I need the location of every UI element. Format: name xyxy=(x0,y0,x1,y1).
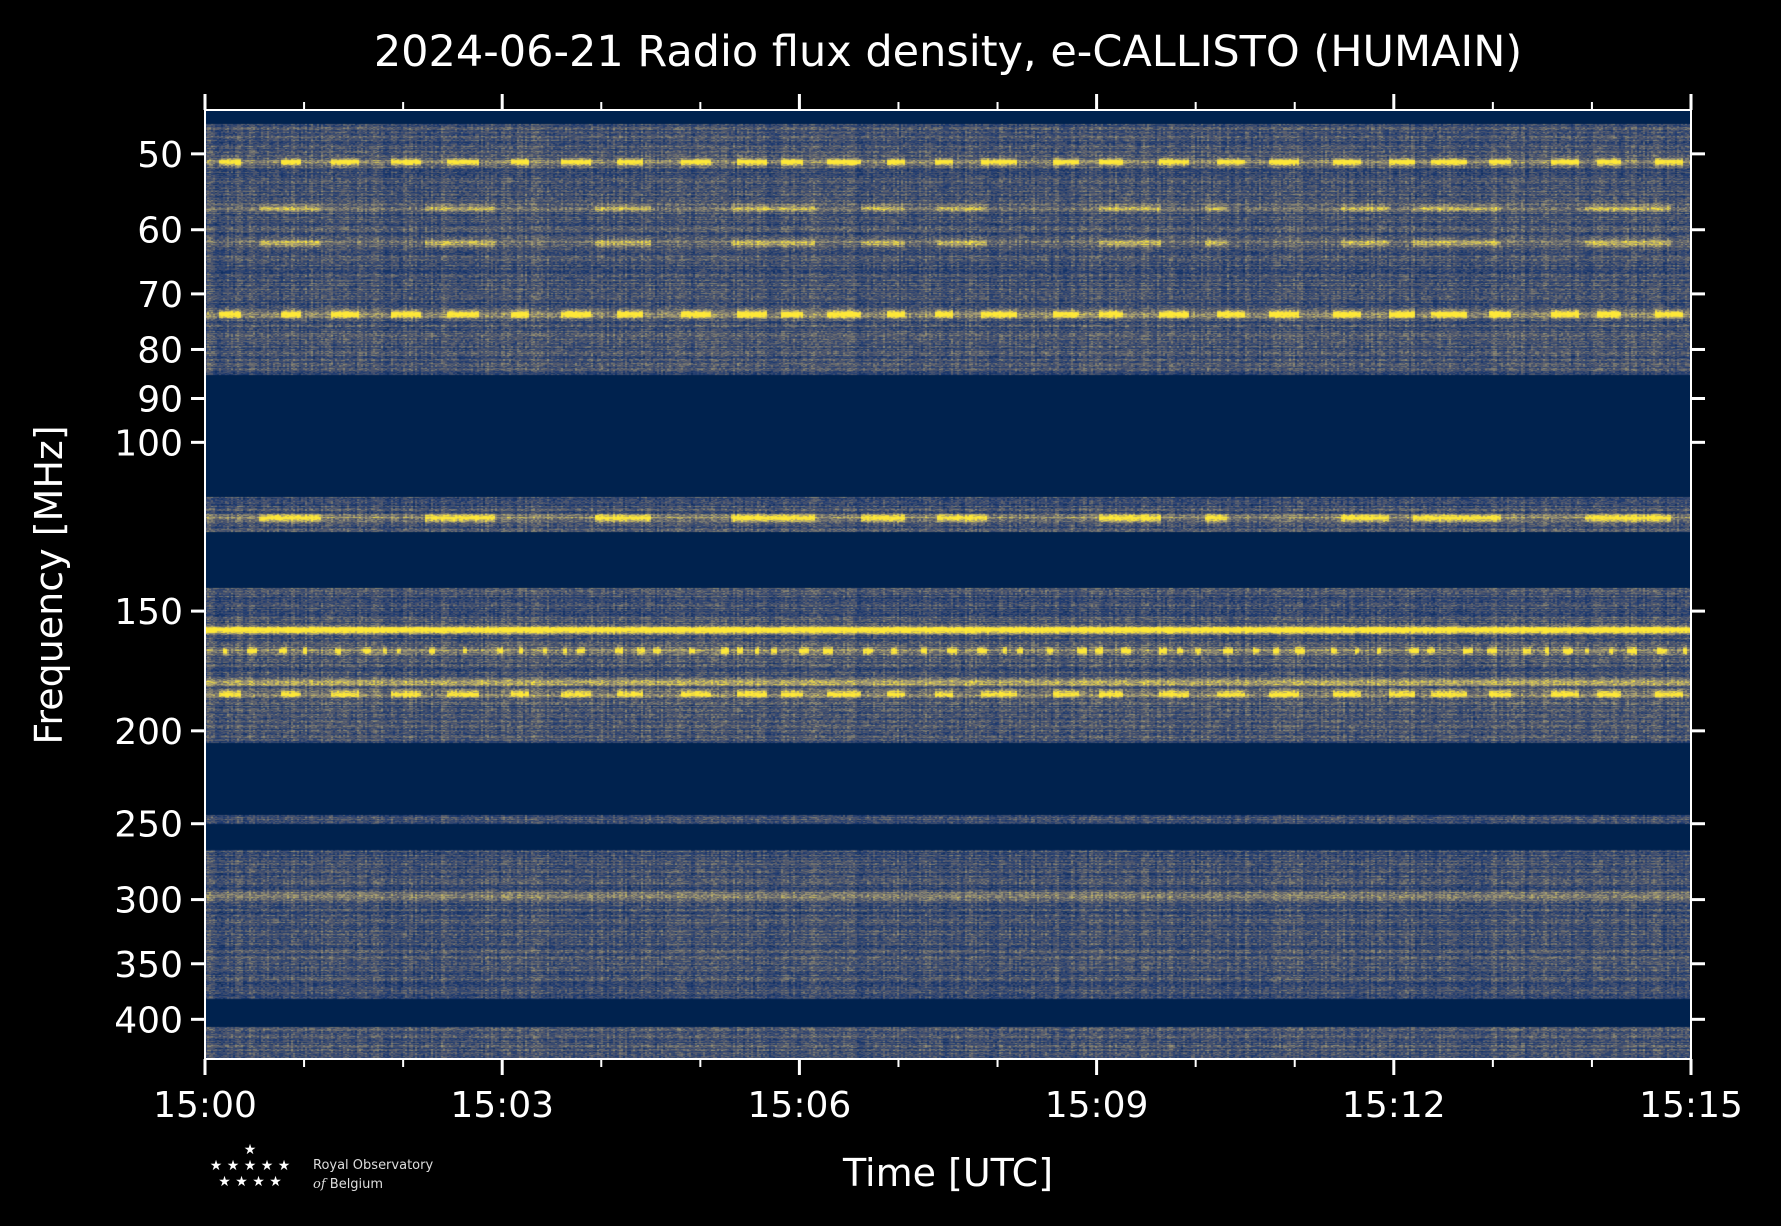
x-tick-label: 15:12 xyxy=(1342,1085,1446,1126)
x-tick-label: 15:03 xyxy=(450,1085,554,1126)
spectrogram-heatmap xyxy=(205,110,1691,1059)
y-tick-label: 300 xyxy=(114,881,183,922)
x-tick-label: 15:06 xyxy=(748,1085,852,1126)
y-tick-label: 400 xyxy=(114,1000,183,1041)
chart-title: 2024-06-21 Radio flux density, e-CALLIST… xyxy=(374,27,1522,77)
y-tick-label: 80 xyxy=(137,330,183,371)
y-tick-label: 60 xyxy=(137,211,183,252)
stars-icon: ★ ★ ★ ★ ★ ★ ★ ★ ★ ★ xyxy=(209,1142,291,1190)
y-tick-label: 90 xyxy=(137,379,183,420)
logo-of: of xyxy=(313,1177,326,1192)
y-tick-label: 350 xyxy=(114,945,183,986)
x-axis-label: Time [UTC] xyxy=(842,1151,1053,1195)
y-tick-label: 100 xyxy=(114,423,183,464)
y-tick-label: 50 xyxy=(137,135,183,176)
y-tick-label: 200 xyxy=(114,712,183,753)
x-tick-label: 15:15 xyxy=(1639,1085,1743,1126)
royal-observatory-logo: ★ ★ ★ ★ ★ ★ ★ ★ ★ ★ Royal Observatory of B… xyxy=(205,1142,505,1202)
y-axis-label: Frequency [MHz] xyxy=(27,425,71,744)
x-tick-label: 15:09 xyxy=(1045,1085,1149,1126)
y-tick-label: 150 xyxy=(114,592,183,633)
logo-line2: Belgium xyxy=(329,1177,384,1192)
y-tick-label: 250 xyxy=(114,805,183,846)
plot-frame xyxy=(204,109,1692,1060)
x-tick-label: 15:00 xyxy=(153,1085,257,1126)
y-tick-label: 70 xyxy=(137,275,183,316)
logo-line1: Royal Observatory xyxy=(313,1158,434,1173)
